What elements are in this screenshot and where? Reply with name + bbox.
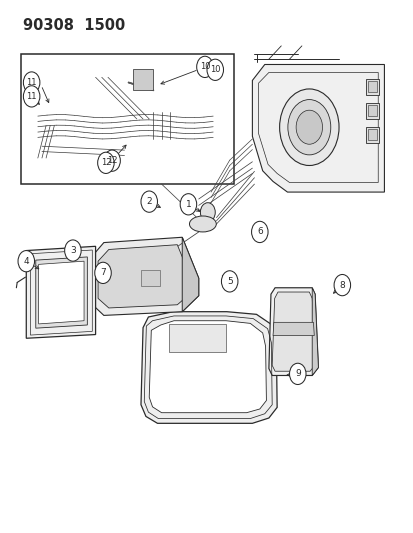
Text: 6: 6 (256, 228, 262, 237)
Circle shape (141, 191, 157, 212)
Ellipse shape (189, 216, 216, 232)
Bar (367, 106, 376, 116)
Bar (367, 130, 376, 140)
Circle shape (295, 110, 322, 144)
Polygon shape (36, 257, 87, 328)
Bar (365, 103, 378, 119)
Polygon shape (271, 292, 314, 371)
Polygon shape (182, 237, 198, 312)
Polygon shape (38, 261, 84, 324)
Bar (133, 69, 153, 90)
Text: 1: 1 (185, 200, 191, 209)
Text: 11: 11 (26, 92, 37, 101)
Bar (141, 270, 159, 286)
Text: 3: 3 (70, 246, 76, 255)
Circle shape (251, 221, 268, 243)
Text: 10: 10 (199, 62, 210, 71)
Text: 11: 11 (26, 78, 37, 87)
Circle shape (333, 274, 350, 296)
Polygon shape (141, 312, 276, 423)
Circle shape (64, 240, 81, 261)
Bar (367, 82, 376, 92)
Polygon shape (311, 288, 318, 375)
Circle shape (221, 271, 237, 292)
Polygon shape (252, 64, 384, 192)
Text: 2: 2 (146, 197, 152, 206)
Polygon shape (149, 321, 266, 413)
Circle shape (200, 203, 215, 222)
Text: 12: 12 (107, 156, 117, 165)
Circle shape (97, 152, 114, 173)
Circle shape (104, 150, 120, 171)
Text: 7: 7 (100, 269, 106, 277)
Circle shape (95, 262, 111, 284)
Text: 4: 4 (24, 257, 29, 265)
Text: 8: 8 (339, 280, 344, 289)
Circle shape (196, 56, 213, 77)
Bar (365, 79, 378, 95)
Text: 90308  1500: 90308 1500 (23, 18, 125, 33)
Text: 9: 9 (294, 369, 300, 378)
Circle shape (18, 251, 34, 272)
Polygon shape (98, 245, 192, 308)
Text: 5: 5 (226, 277, 232, 286)
Polygon shape (272, 322, 313, 336)
Circle shape (287, 100, 330, 155)
Polygon shape (91, 237, 198, 316)
Circle shape (23, 72, 40, 93)
Circle shape (206, 59, 223, 80)
Circle shape (23, 86, 40, 107)
Polygon shape (169, 324, 225, 352)
Polygon shape (26, 246, 95, 338)
Text: 10: 10 (209, 66, 220, 74)
Polygon shape (268, 288, 318, 375)
Bar (365, 127, 378, 143)
Text: 12: 12 (100, 158, 111, 167)
Circle shape (180, 193, 196, 215)
Circle shape (279, 89, 338, 165)
Circle shape (289, 364, 305, 384)
Bar (21, 54, 233, 184)
